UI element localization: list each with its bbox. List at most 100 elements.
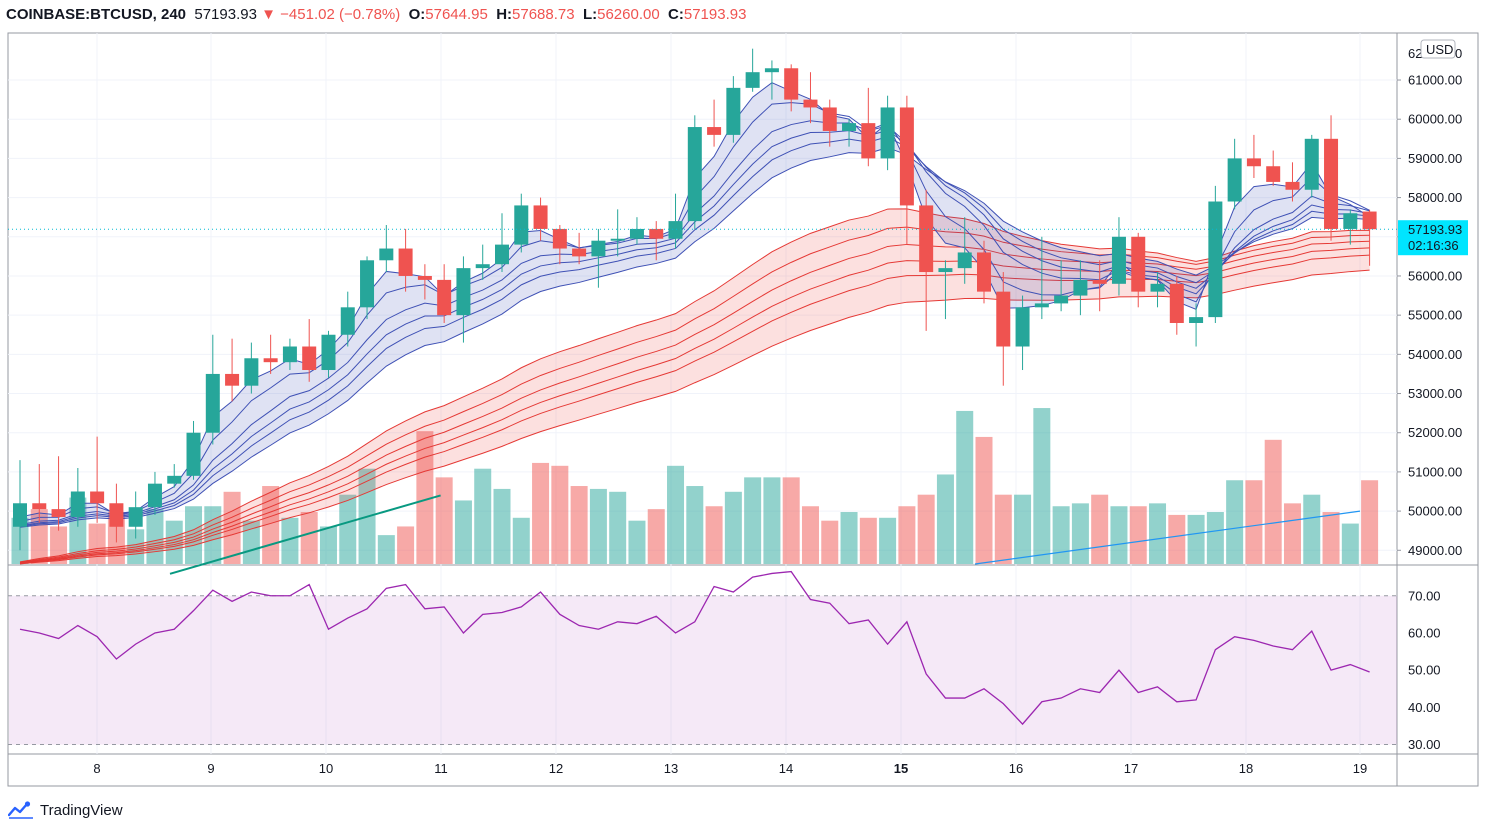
candle-body (398, 248, 413, 276)
rsi-tick-label: 70.00 (1408, 588, 1441, 603)
symbol-label[interactable]: COINBASE:BTCUSD, 240 (6, 6, 187, 23)
candle-body (629, 228, 644, 239)
candle-body (1343, 213, 1358, 229)
candle-body (707, 127, 722, 135)
volume-bar (936, 474, 954, 564)
candle-body (1015, 307, 1030, 347)
candle-body (552, 228, 567, 249)
candle-body (379, 248, 394, 261)
volume-bar (917, 494, 935, 564)
legend-bar: COINBASE:BTCUSD, 240 57193.93 ▼ −451.02 … (0, 0, 1485, 30)
candle-body (13, 503, 27, 527)
price-tick-label: 59000.00 (1408, 151, 1462, 166)
rsi-line (19, 570, 1370, 726)
candle-body (957, 252, 972, 269)
candle-body (822, 107, 837, 131)
volume-bar (454, 500, 472, 564)
volume-bar (879, 517, 897, 564)
candle-body (919, 205, 934, 273)
candle-body (70, 491, 85, 517)
volume-bar (686, 486, 704, 564)
last-price: 57193.93 (194, 6, 257, 23)
high-label: H: (496, 6, 513, 23)
long-ema-ribbon-fill (20, 208, 1370, 564)
volume-bar (1303, 494, 1321, 564)
candle-body (109, 503, 124, 527)
volume-bar (763, 477, 781, 564)
candle-body (1169, 283, 1184, 323)
rsi-tick-label: 40.00 (1408, 700, 1441, 715)
candle-body (668, 221, 683, 239)
volume-bar (1361, 480, 1379, 564)
candle-body (186, 432, 201, 476)
candle-body (1131, 236, 1146, 292)
rsi-tick-label: 50.00 (1408, 663, 1441, 678)
candle-body (302, 346, 317, 371)
volume-bar (88, 523, 106, 564)
date-tick-label: 18 (1239, 761, 1253, 776)
candle-body (1285, 181, 1300, 190)
candle-body (1073, 279, 1088, 296)
candle-body (1324, 138, 1339, 229)
rsi-tick-label: 30.00 (1408, 737, 1441, 752)
volume-bar (1110, 506, 1128, 564)
candle-body (764, 68, 779, 73)
last-price-tag-value: 57193.93 (1408, 222, 1462, 237)
volume-bar (975, 436, 993, 564)
volume-bar (435, 477, 453, 564)
volume-bar (339, 494, 357, 564)
candle-body (784, 68, 799, 100)
candle-body (1150, 283, 1165, 292)
volume-bar (589, 488, 607, 564)
candle-body (803, 99, 818, 108)
volume-bar (821, 520, 839, 564)
candle-body (977, 252, 991, 292)
volume-bar (1033, 408, 1051, 564)
brand-name: TradingView (40, 801, 123, 819)
volume-bar (1129, 506, 1147, 564)
candle-body (1227, 158, 1242, 202)
volume-bar (1264, 439, 1282, 564)
price-tick-label: 61000.00 (1408, 73, 1462, 88)
candle-body (610, 238, 625, 241)
volume-bar (1341, 523, 1359, 564)
currency-button-frame (1420, 39, 1456, 59)
volume-bar (551, 465, 569, 564)
candle-body (282, 346, 297, 363)
trendline-blue (974, 510, 1361, 565)
volume-bar (840, 512, 858, 564)
close-value: 57193.93 (683, 6, 747, 23)
volume-bar (667, 465, 685, 564)
volume-bar (1322, 512, 1340, 564)
date-tick-label: 14 (779, 761, 793, 776)
volume-bar (223, 491, 241, 564)
candle-body (167, 475, 182, 484)
volume-bar (609, 491, 627, 564)
price-tick-label: 49000.00 (1408, 543, 1462, 558)
price-tick-label: 51000.00 (1408, 464, 1462, 479)
candle-body (321, 334, 336, 371)
candle-body (495, 244, 509, 265)
candle-body (1208, 201, 1223, 318)
volume-bar (377, 535, 395, 564)
volume-bar (1168, 514, 1186, 564)
price-tick-label: 60000.00 (1408, 112, 1462, 127)
candle-body (1111, 236, 1126, 284)
candle-body (880, 107, 895, 159)
candle-body (1246, 158, 1261, 167)
volume-bar (1187, 514, 1205, 564)
change-value: −451.02 (−0.78%) (280, 6, 401, 23)
candle-body (360, 260, 375, 308)
candle-body (225, 373, 240, 386)
currency-button[interactable]: USD (1420, 39, 1456, 59)
candle-body (649, 228, 664, 239)
candle-body (1092, 279, 1107, 284)
candle-body (1304, 138, 1319, 190)
volume-bar (647, 509, 665, 564)
candle-body (128, 507, 143, 527)
volume-bar (1245, 480, 1263, 564)
candle-body (591, 240, 606, 257)
volume-bar (1226, 480, 1244, 564)
volume-bar (1206, 512, 1224, 564)
